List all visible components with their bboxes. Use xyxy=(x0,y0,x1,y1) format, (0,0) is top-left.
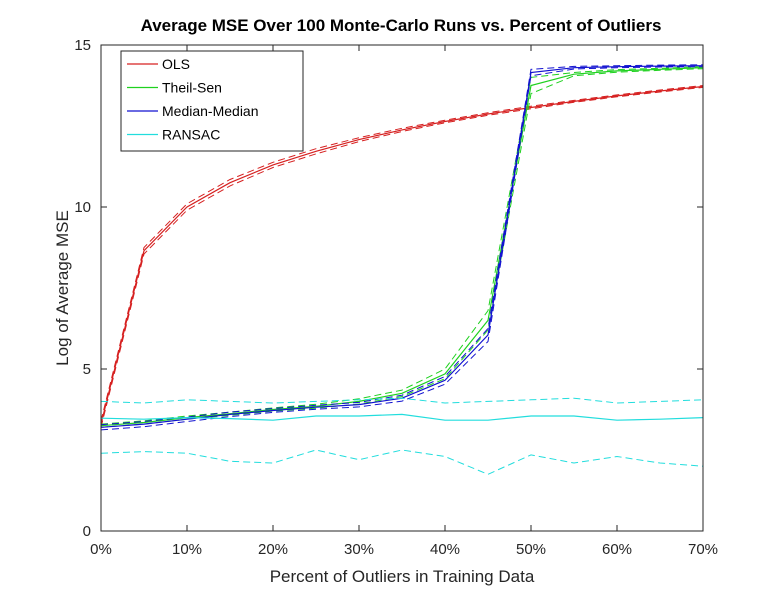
legend-item: OLS xyxy=(127,56,190,72)
legend-label: RANSAC xyxy=(162,127,220,143)
series-ransac xyxy=(100,397,704,475)
x-tick-label: 70% xyxy=(688,541,718,558)
series-lower-bound xyxy=(100,86,704,428)
series-line xyxy=(100,67,704,427)
series-upper-bound xyxy=(100,85,704,421)
legend-label: OLS xyxy=(162,56,190,72)
x-tick-label: 10% xyxy=(172,541,202,558)
x-tick-label: 30% xyxy=(344,541,374,558)
x-axis-label: Percent of Outliers in Training Data xyxy=(270,567,535,586)
x-tick-label: 40% xyxy=(430,541,460,558)
legend-item: Theil-Sen xyxy=(127,80,222,96)
x-tick-label: 0% xyxy=(90,541,112,558)
legend-label: Theil-Sen xyxy=(162,80,222,96)
series-ols xyxy=(100,85,704,428)
series-upper-bound xyxy=(100,397,704,404)
series-line xyxy=(100,85,704,425)
x-tick-label: 20% xyxy=(258,541,288,558)
legend: OLS Theil-Sen Median-Median RANSAC xyxy=(120,50,304,152)
y-tick-label: 5 xyxy=(83,361,91,378)
y-tick-label: 0 xyxy=(83,523,91,540)
series-upper-bound xyxy=(100,64,704,426)
legend-label: Median-Median xyxy=(162,103,259,119)
series-lower-bound xyxy=(100,66,704,431)
series-lower-bound xyxy=(100,449,704,475)
series-upper-bound xyxy=(100,66,704,425)
series-line xyxy=(100,413,704,421)
y-axis-label: Log of Average MSE xyxy=(53,210,72,366)
ticks-layer: 0% 10% 20% 30% 40% 50% 60% 70% 0 5 10 15 xyxy=(74,37,718,558)
chart-title: Average MSE Over 100 Monte-Carlo Runs vs… xyxy=(141,16,662,35)
axes-box xyxy=(100,44,704,532)
y-tick-label: 15 xyxy=(74,37,91,54)
series-layer xyxy=(100,64,704,475)
legend-item: RANSAC xyxy=(127,127,220,143)
legend-item: Median-Median xyxy=(127,103,259,119)
x-tick-label: 60% xyxy=(602,541,632,558)
y-tick-label: 10 xyxy=(74,199,91,216)
x-tick-label: 50% xyxy=(516,541,546,558)
